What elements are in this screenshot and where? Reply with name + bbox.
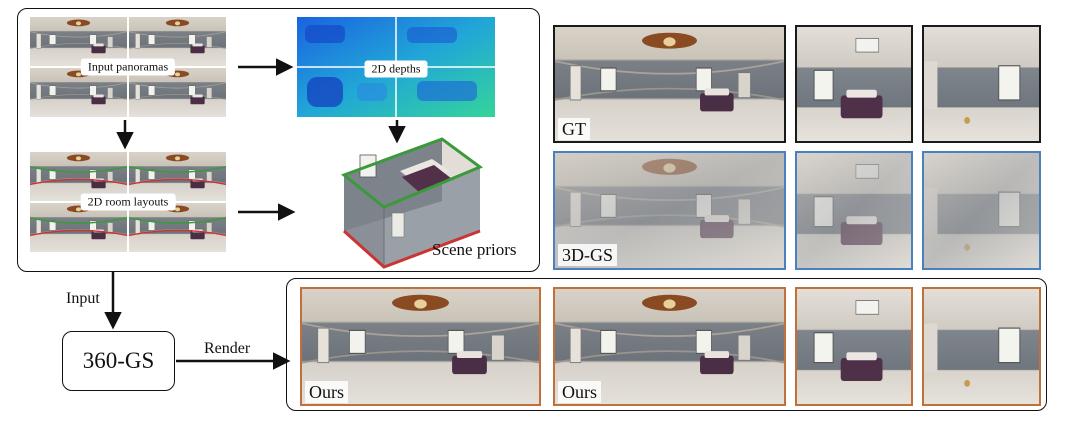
gt-label: GT bbox=[558, 118, 590, 140]
gt-view bbox=[922, 25, 1041, 143]
scene-priors-panel bbox=[17, 8, 540, 272]
scene-priors-3d-room bbox=[330, 135, 490, 270]
room-layouts-grid: 2D room layouts bbox=[30, 152, 226, 252]
method-box: 360-GS bbox=[62, 331, 175, 391]
baseline-label: 3D-GS bbox=[558, 244, 618, 266]
render-label: Render bbox=[204, 340, 251, 357]
gt-panorama bbox=[553, 25, 786, 143]
ours-compare-label: Ours bbox=[558, 381, 601, 403]
input-label: Input bbox=[66, 290, 100, 307]
baseline-view bbox=[795, 151, 913, 270]
baseline-view bbox=[922, 151, 1041, 270]
input-panoramas-label: Input panoramas bbox=[80, 58, 176, 76]
ours-view bbox=[795, 287, 913, 406]
depths-label: 2D depths bbox=[364, 60, 428, 78]
room-layout-panorama bbox=[30, 203, 127, 252]
input-panoramas-grid: Input panoramas bbox=[30, 17, 226, 117]
ours-panorama bbox=[553, 287, 786, 406]
room-layout-panorama bbox=[30, 152, 127, 201]
gt-view bbox=[795, 25, 913, 143]
room-layout-panorama bbox=[129, 152, 226, 201]
room-layout-panorama bbox=[129, 203, 226, 252]
depths-grid: 2D depths bbox=[297, 17, 495, 117]
ours-render-label: Ours bbox=[305, 381, 348, 403]
method-label: 360-GS bbox=[82, 348, 155, 373]
room-layouts-label: 2D room layouts bbox=[80, 193, 176, 211]
ours-render-panorama bbox=[300, 287, 541, 406]
scene-priors-label: Scene priors bbox=[432, 240, 517, 259]
ours-view bbox=[922, 287, 1041, 406]
ours-panel bbox=[286, 278, 1047, 411]
